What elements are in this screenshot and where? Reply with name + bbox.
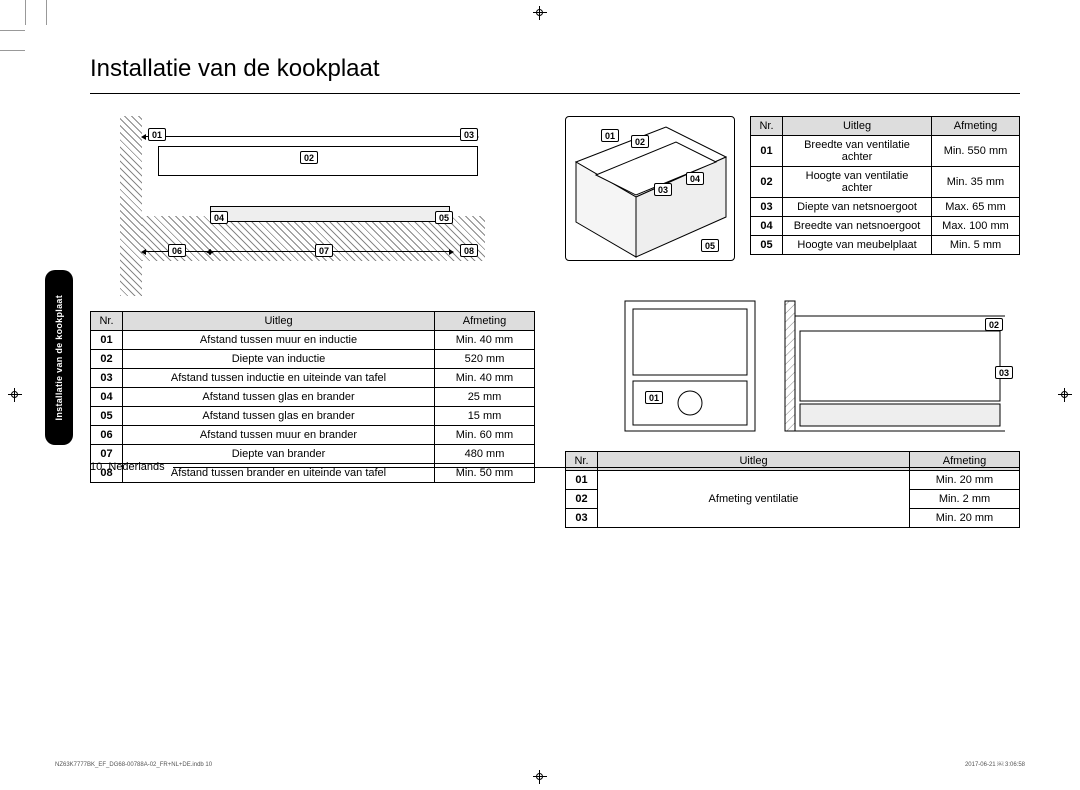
table-cell: Min. 20 mm (910, 471, 1020, 490)
table-cell: 01 (751, 136, 783, 167)
side-tab-label: Installatie van de kookplaat (54, 295, 64, 420)
d3-c02: 02 (985, 318, 1003, 331)
table-cell: 03 (566, 509, 598, 528)
t2-h-uit: Uitleg (783, 117, 932, 136)
table-cell: Diepte van netsnoergoot (783, 198, 932, 217)
t2-h-nr: Nr. (751, 117, 783, 136)
t1-h-afm: Afmeting (435, 312, 535, 331)
table-cell: 03 (751, 198, 783, 217)
table-cell: Min. 2 mm (910, 490, 1020, 509)
table-cell: Diepte van inductie (123, 350, 435, 369)
d1-c05: 05 (435, 211, 453, 224)
d2-c04: 04 (686, 172, 704, 185)
d2-c05: 05 (701, 239, 719, 252)
table-cell: 02 (566, 490, 598, 509)
imprint-left: NZ63K7777BK_EF_DG68-00788A-02_FR+NL+DE.i… (55, 762, 212, 768)
table-cell: Min. 20 mm (910, 509, 1020, 528)
table-cell: Afstand tussen muur en brander (123, 426, 435, 445)
d2-c03: 03 (654, 183, 672, 196)
table-cell: 01 (566, 471, 598, 490)
table-cell: Afstand tussen glas en brander (123, 407, 435, 426)
table-cell: 15 mm (435, 407, 535, 426)
t2-h-afm: Afmeting (932, 117, 1020, 136)
t1-h-nr: Nr. (91, 312, 123, 331)
diagram-2: 01 02 03 04 05 (565, 116, 735, 261)
page-title: Installatie van de kookplaat (90, 55, 1020, 94)
d2-c01: 01 (601, 129, 619, 142)
d3-c01: 01 (645, 391, 663, 404)
imprint-right: 2017-06-21 ￼ 3:06:58 (965, 762, 1025, 768)
table-cell: Min. 40 mm (435, 331, 535, 350)
d2-c02: 02 (631, 135, 649, 148)
table-cell: Breedte van netsnoergoot (783, 217, 932, 236)
d3-c03: 03 (995, 366, 1013, 379)
table-cell: 01 (91, 331, 123, 350)
d1-c02: 02 (300, 151, 318, 164)
table-cell: Afstand tussen inductie en uiteinde van … (123, 369, 435, 388)
table-cell: 02 (91, 350, 123, 369)
table-cell: Hoogte van meubelplaat (783, 236, 932, 255)
table-cell: Afstand tussen muur en inductie (123, 331, 435, 350)
page-number: 10 (90, 461, 102, 473)
d1-c01: 01 (148, 128, 166, 141)
d1-c03: 03 (460, 128, 478, 141)
table-cell: Hoogte van ventilatie achter (783, 167, 932, 198)
table-cell: Afstand tussen glas en brander (123, 388, 435, 407)
d1-c06: 06 (168, 244, 186, 257)
table-cell: Max. 100 mm (932, 217, 1020, 236)
footer: 10 Nederlands (90, 461, 1020, 473)
table-cell: Max. 65 mm (932, 198, 1020, 217)
table-cell: 02 (751, 167, 783, 198)
table-cell: Min. 35 mm (932, 167, 1020, 198)
table-cell: 04 (91, 388, 123, 407)
side-tab: Installatie van de kookplaat (45, 270, 73, 445)
table-cell: Min. 60 mm (435, 426, 535, 445)
table-cell: 04 (751, 217, 783, 236)
table-cell: Min. 40 mm (435, 369, 535, 388)
diagram-3: 01 02 03 (565, 296, 1020, 441)
table-cell: 25 mm (435, 388, 535, 407)
table-cell: 520 mm (435, 350, 535, 369)
table-cell: 05 (91, 407, 123, 426)
d1-c07: 07 (315, 244, 333, 257)
table-cell: Afmeting ventilatie (598, 471, 910, 528)
table-cell: Breedte van ventilatie achter (783, 136, 932, 167)
table-cell: 05 (751, 236, 783, 255)
d1-c04: 04 (210, 211, 228, 224)
table-1: Nr. Uitleg Afmeting 01Afstand tussen muu… (90, 311, 535, 483)
footer-lang: Nederlands (108, 461, 164, 473)
diagram-1: 01 02 03 04 05 06 07 08 (90, 116, 535, 301)
t1-h-uit: Uitleg (123, 312, 435, 331)
d1-c08: 08 (460, 244, 478, 257)
table-cell: 03 (91, 369, 123, 388)
table-cell: Min. 550 mm (932, 136, 1020, 167)
table-cell: 06 (91, 426, 123, 445)
table-2: Nr. Uitleg Afmeting 01Breedte van ventil… (750, 116, 1020, 255)
table-cell: Min. 5 mm (932, 236, 1020, 255)
